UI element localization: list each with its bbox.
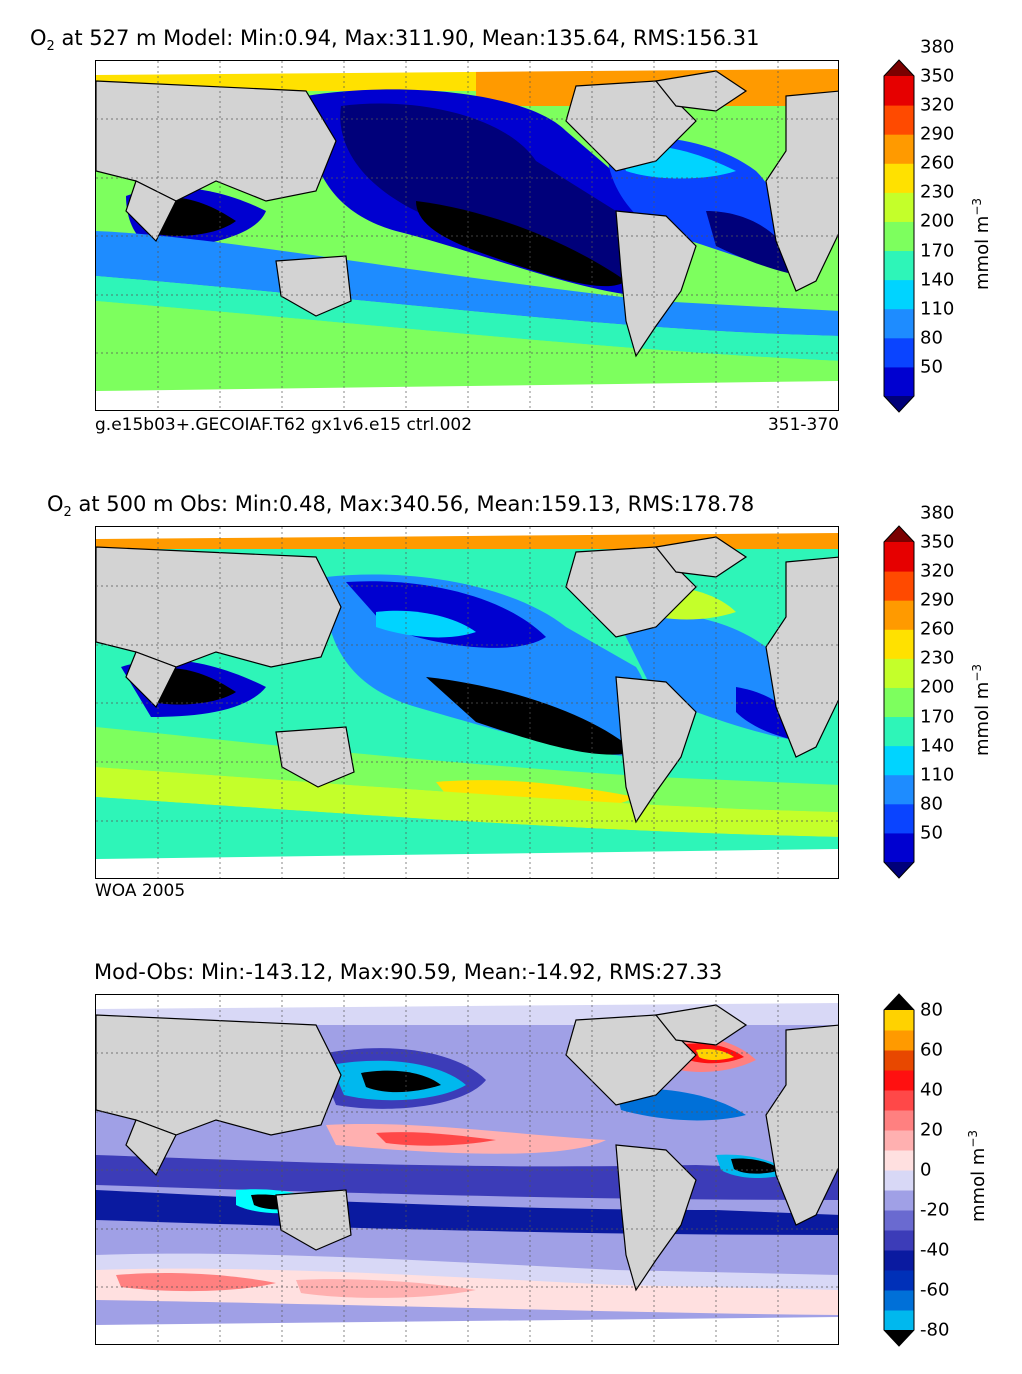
panel-1-caption-left: g.e15b03+.GECOIAF.T62 gx1v6.e15 ctrl.002 xyxy=(95,415,473,435)
colorbar-segment xyxy=(884,134,914,164)
colorbar-tick-label: 80 xyxy=(920,327,943,349)
colorbar-segment xyxy=(884,1250,914,1271)
colorbar-tick-label: 140 xyxy=(920,735,955,757)
colorbar-tick-label: -20 xyxy=(920,1199,950,1221)
colorbar-segment xyxy=(884,1030,914,1051)
colorbar-extend-min xyxy=(884,862,914,878)
colorbar-extend-min xyxy=(884,1330,914,1346)
colorbar-tick-label: 50 xyxy=(920,822,943,844)
colorbar-tick-label: 260 xyxy=(920,152,955,174)
panel-1-map xyxy=(95,60,839,411)
colorbar-tick-label: 320 xyxy=(920,94,955,116)
colorbar-segment xyxy=(884,1270,914,1291)
colorbar-segment xyxy=(884,1130,914,1151)
colorbar-tick-label: -60 xyxy=(920,1279,950,1301)
colorbar-segment xyxy=(884,832,914,863)
colorbar-segment xyxy=(884,716,914,747)
colorbar-tick-label: 20 xyxy=(920,1119,943,1141)
colorbar-segment xyxy=(884,1190,914,1211)
colorbar-extend-max xyxy=(884,60,914,76)
colorbar-tick-label: 230 xyxy=(920,647,955,669)
colorbar-segment xyxy=(884,774,914,805)
colorbar-segment xyxy=(884,658,914,688)
colorbar-segment xyxy=(884,571,914,601)
colorbar-tick-label: 350 xyxy=(920,65,955,87)
panel-1-colorbar-unit: mmol m−3 xyxy=(970,197,993,290)
colorbar-tick-label: -80 xyxy=(920,1319,950,1341)
colorbar-tick-label: 320 xyxy=(920,560,955,582)
colorbar-segment xyxy=(884,542,914,572)
colorbar-tick-label: 350 xyxy=(920,531,955,553)
colorbar-segment xyxy=(884,192,914,222)
colorbar-segment xyxy=(884,600,914,630)
colorbar-segment xyxy=(884,1150,914,1171)
colorbar-segment xyxy=(884,1170,914,1191)
colorbar-segment xyxy=(884,105,914,135)
colorbar-segment xyxy=(884,250,914,281)
panel-3-colorbar xyxy=(883,993,915,1347)
colorbar-tick-label: 0 xyxy=(920,1159,932,1181)
colorbar-tick-label: 200 xyxy=(920,676,955,698)
colorbar-segment xyxy=(884,687,914,718)
panel-2-colorbar xyxy=(883,525,915,879)
panel-2-map xyxy=(95,526,839,879)
panel-1-caption-right: 351-370 xyxy=(767,415,839,435)
colorbar-tick-label: 80 xyxy=(920,793,943,815)
colorbar-segment xyxy=(884,163,914,193)
colorbar-tick-label: 200 xyxy=(920,210,955,232)
panel-2-colorbar-unit: mmol m−3 xyxy=(970,663,993,756)
colorbar-tick-label: 170 xyxy=(920,240,955,262)
colorbar-segment xyxy=(884,1010,914,1031)
colorbar-tick-label: 80 xyxy=(920,999,943,1021)
colorbar-segment xyxy=(884,1310,914,1331)
colorbar-tick-label: 290 xyxy=(920,589,955,611)
colorbar-tick-label: 40 xyxy=(920,1079,943,1101)
colorbar-segment xyxy=(884,221,914,252)
colorbar-tick-label: 110 xyxy=(920,298,955,320)
colorbar-tick-label: 140 xyxy=(920,269,955,291)
colorbar-segment xyxy=(884,629,914,659)
colorbar-tick-label: 290 xyxy=(920,123,955,145)
colorbar-tick-label: 170 xyxy=(920,706,955,728)
colorbar-segment xyxy=(884,76,914,106)
panel-1-colorbar xyxy=(883,59,915,413)
colorbar-tick-label: 230 xyxy=(920,181,955,203)
colorbar-extend-max xyxy=(884,526,914,542)
colorbar-segment xyxy=(884,1110,914,1131)
colorbar-segment xyxy=(884,1050,914,1071)
panel-3-map xyxy=(95,994,839,1345)
panel-3-title: Mod-Obs: Min:-143.12, Max:90.59, Mean:-1… xyxy=(94,960,723,984)
colorbar-extend-max xyxy=(884,994,914,1010)
colorbar-tick-label: 380 xyxy=(920,502,955,524)
panel-2-title: O2 at 500 m Obs: Min:0.48, Max:340.56, M… xyxy=(47,492,755,521)
colorbar-segment xyxy=(884,1290,914,1311)
colorbar-segment xyxy=(884,745,914,776)
colorbar-segment xyxy=(884,803,914,834)
colorbar-segment xyxy=(884,366,914,397)
panel-2-caption-left: WOA 2005 xyxy=(95,881,186,901)
panel-3-colorbar-unit: mmol m−3 xyxy=(966,1129,989,1222)
colorbar-segment xyxy=(884,1230,914,1251)
colorbar-extend-min xyxy=(884,396,914,412)
colorbar-tick-label: 110 xyxy=(920,764,955,786)
colorbar-segment xyxy=(884,308,914,339)
colorbar-segment xyxy=(884,279,914,310)
colorbar-tick-label: 260 xyxy=(920,618,955,640)
colorbar-segment xyxy=(884,1090,914,1111)
colorbar-tick-label: 380 xyxy=(920,36,955,58)
colorbar-segment xyxy=(884,337,914,368)
colorbar-segment xyxy=(884,1210,914,1231)
colorbar-tick-label: 50 xyxy=(920,356,943,378)
panel-1-title: O2 at 527 m Model: Min:0.94, Max:311.90,… xyxy=(30,26,760,55)
colorbar-segment xyxy=(884,1070,914,1091)
colorbar-tick-label: 60 xyxy=(920,1039,943,1061)
colorbar-tick-label: -40 xyxy=(920,1239,950,1261)
